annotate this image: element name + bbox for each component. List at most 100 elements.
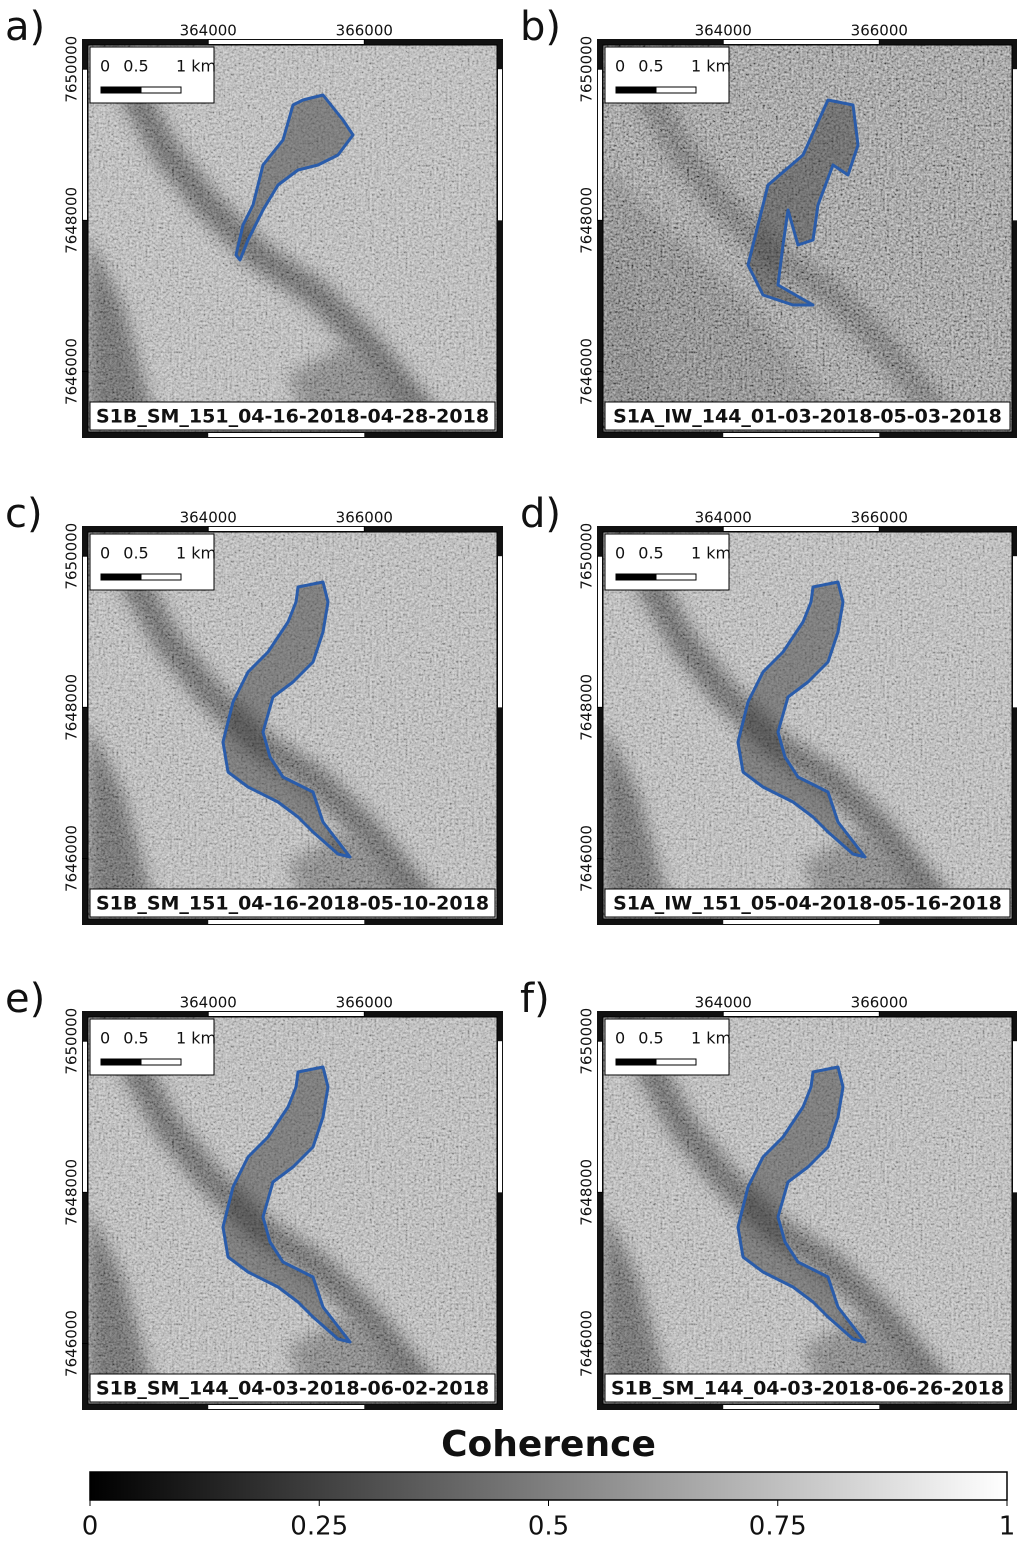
map-panel: 364000 366000 7650000 7648000 7646000 0 0.5 1 k… xyxy=(578,509,1017,925)
frame-band-white xyxy=(83,1041,87,1193)
glacier-outline xyxy=(221,580,352,859)
scale-label: 1 km xyxy=(176,57,216,76)
x-tick-label: 364000 xyxy=(180,509,237,527)
y-tick-label: 7648000 xyxy=(578,187,596,254)
y-tick-label: 7648000 xyxy=(63,187,81,254)
frame-band-white xyxy=(498,69,502,221)
panel-letter: e) xyxy=(5,976,45,1022)
map-frame xyxy=(87,1016,498,1405)
scale-black xyxy=(615,86,657,94)
frame-band-white xyxy=(1013,1041,1017,1193)
y-tick-label: 7650000 xyxy=(578,36,596,103)
frame-band-white xyxy=(723,920,880,924)
caption: S1B_SM_144_04-03-2018-06-02-2018 xyxy=(96,1378,489,1400)
scale-box xyxy=(89,533,215,591)
caption-box xyxy=(89,1373,496,1403)
frame-band-white xyxy=(723,527,880,531)
frame-band-white xyxy=(208,433,365,437)
scale-bar: 0 0.5 1 km xyxy=(89,1018,216,1076)
scale-label: 0 xyxy=(615,544,625,563)
colorbar-title: Coherence xyxy=(441,1424,656,1465)
glacier-fill xyxy=(738,1067,865,1342)
y-tick-label: 7646000 xyxy=(63,825,81,892)
scale-white xyxy=(140,573,182,581)
x-tick-label: 366000 xyxy=(851,994,908,1012)
caption: S1B_SM_151_04-16-2018-04-28-2018 xyxy=(96,406,489,428)
y-tick-label: 7646000 xyxy=(578,1310,596,1377)
y-tick-label: 7650000 xyxy=(578,523,596,590)
map-panel: 364000 366000 7650000 7648000 7646000 0 0.5 1 k… xyxy=(63,994,503,1410)
scale-label: 0.5 xyxy=(123,544,148,563)
map-frame xyxy=(87,44,498,433)
scale-box xyxy=(89,1018,215,1076)
frame-band-white xyxy=(498,1041,502,1193)
scale-bar: 0 0.5 1 km xyxy=(604,533,731,591)
colorbar-tick-label: 0.75 xyxy=(749,1512,807,1542)
scale-label: 1 km xyxy=(176,544,216,563)
scale-label: 0.5 xyxy=(123,1029,148,1048)
map-panel: 364000 366000 7650000 7648000 7646000 0 0.5 1 k… xyxy=(578,22,1017,438)
frame-band-white xyxy=(723,40,880,44)
y-tick-label: 7650000 xyxy=(63,523,81,590)
glacier-fill xyxy=(236,95,353,260)
map-frame xyxy=(87,531,498,920)
scale-label: 0 xyxy=(615,1029,625,1048)
y-tick-label: 7646000 xyxy=(63,1310,81,1377)
frame-band-white xyxy=(208,40,365,44)
scale-white xyxy=(655,1058,697,1066)
scale-label: 1 km xyxy=(691,57,731,76)
scale-label: 1 km xyxy=(691,544,731,563)
colorbar xyxy=(89,1471,1008,1501)
map-image xyxy=(603,45,1012,432)
scale-label: 0 xyxy=(615,57,625,76)
frame-band-white xyxy=(598,1041,602,1193)
y-tick-label: 7648000 xyxy=(578,1159,596,1226)
y-tick-label: 7648000 xyxy=(63,1159,81,1226)
panel-letter: f) xyxy=(520,976,550,1022)
y-tick-label: 7650000 xyxy=(578,1008,596,1075)
x-tick-label: 366000 xyxy=(336,994,393,1012)
scale-box xyxy=(604,533,730,591)
panel-letter: a) xyxy=(5,4,45,50)
scale-white xyxy=(655,86,697,94)
x-tick-label: 364000 xyxy=(695,22,752,40)
map-panel: 364000 366000 7650000 7648000 7646000 0 0.5 1 k… xyxy=(578,994,1017,1410)
panel-letter: b) xyxy=(520,4,561,50)
glacier-outline xyxy=(221,1065,352,1344)
scale-black xyxy=(100,573,142,581)
y-tick-label: 7650000 xyxy=(63,1008,81,1075)
y-tick-label: 7650000 xyxy=(63,36,81,103)
scale-bar: 0 0.5 1 km xyxy=(604,46,731,104)
caption-box xyxy=(604,1373,1011,1403)
glacier-outline xyxy=(736,1065,867,1344)
scale-label: 0 xyxy=(100,1029,110,1048)
map-frame xyxy=(602,1016,1013,1405)
caption: S1A_IW_144_01-03-2018-05-03-2018 xyxy=(613,406,1002,428)
scale-label: 0.5 xyxy=(638,544,663,563)
panel-letter: c) xyxy=(5,491,43,537)
scale-label: 1 km xyxy=(176,1029,216,1048)
map-image xyxy=(603,532,1012,919)
scale-black xyxy=(100,86,142,94)
scale-white xyxy=(655,573,697,581)
glacier-outline xyxy=(746,98,860,307)
scale-label: 0.5 xyxy=(638,57,663,76)
y-tick-label: 7646000 xyxy=(578,338,596,405)
scale-label: 0.5 xyxy=(638,1029,663,1048)
x-tick-label: 364000 xyxy=(695,994,752,1012)
glacier-fill xyxy=(748,100,858,305)
frame-band-white xyxy=(83,556,87,708)
map-frame xyxy=(602,531,1013,920)
scale-bar: 0 0.5 1 km xyxy=(604,1018,731,1076)
y-tick-label: 7646000 xyxy=(578,825,596,892)
colorbar-tick-label: 0 xyxy=(82,1512,99,1542)
y-tick-label: 7646000 xyxy=(63,338,81,405)
scale-black xyxy=(100,1058,142,1066)
y-tick-label: 7648000 xyxy=(578,674,596,741)
glacier-fill xyxy=(738,582,865,857)
panel-letter: d) xyxy=(520,491,561,537)
map-image xyxy=(88,532,497,919)
x-tick-label: 366000 xyxy=(851,22,908,40)
frame-band-white xyxy=(598,69,602,221)
